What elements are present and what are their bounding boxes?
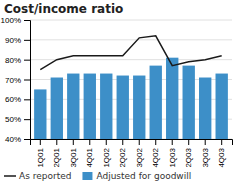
- tick-label: 90%: [5, 36, 21, 45]
- bar: [166, 58, 178, 139]
- legend-item: As reported: [4, 171, 71, 181]
- tick-label: 4Q03: [217, 147, 226, 167]
- tick-mark: [24, 60, 30, 61]
- tick: 3Q03: [201, 139, 210, 168]
- tick: 3Q02: [135, 139, 144, 168]
- tick-label: 2Q02: [118, 147, 127, 167]
- tick-label: 70%: [5, 76, 21, 85]
- tick: 4Q03: [217, 139, 226, 168]
- axis-line: [24, 21, 31, 140]
- bar: [183, 66, 195, 139]
- tick: 60%: [5, 95, 30, 104]
- legend: As reported Adjusted for goodwill: [4, 171, 191, 181]
- tick-label: 3Q02: [135, 147, 144, 167]
- tick-mark: [205, 139, 206, 145]
- tick: 4Q01: [85, 139, 94, 168]
- tick: 70%: [5, 76, 30, 85]
- tick-mark: [24, 139, 30, 140]
- tick-mark: [139, 139, 140, 145]
- tick-label: 2Q01: [52, 147, 61, 167]
- tick-mark: [24, 119, 30, 120]
- tick-label: 1Q02: [102, 147, 111, 167]
- bar: [51, 78, 63, 139]
- bar: [117, 76, 129, 139]
- title: Cost/income ratio: [4, 2, 123, 16]
- tick-label: 3Q03: [201, 147, 210, 167]
- marks: [34, 36, 228, 139]
- line: [40, 36, 221, 70]
- legend-item: Adjusted for goodwill: [82, 171, 191, 181]
- tick-mark: [188, 139, 189, 145]
- tick-mark: [24, 80, 30, 81]
- tick-mark: [24, 20, 30, 21]
- plot: 40%50%60%70%80%90%100%1Q012Q013Q014Q011Q…: [1, 16, 233, 168]
- tick-label: 2Q03: [184, 147, 193, 167]
- tick: 1Q01: [36, 139, 45, 168]
- tick: 2Q02: [118, 139, 127, 168]
- x-axis: 1Q01 2Q01 3Q01 4Q01 1Q02 2Q02 3Q02 4Q02 1Q03 2Q03…: [31, 139, 233, 168]
- bar-series: [34, 58, 228, 139]
- tick: 80%: [5, 56, 30, 65]
- tick: 50%: [5, 115, 30, 124]
- tick: 1Q03: [168, 139, 177, 168]
- tick-label: 1Q01: [36, 147, 45, 167]
- bar: [133, 76, 145, 139]
- tick-label: 50%: [5, 115, 21, 124]
- y-axis: 40% 50% 60% 70% 80% 90% 100%: [1, 16, 31, 144]
- grid: [30, 20, 232, 139]
- tick-mark: [24, 40, 30, 41]
- axis-line: [31, 140, 233, 146]
- bar: [100, 74, 112, 139]
- bar: [150, 66, 162, 139]
- tick: 40%: [5, 135, 30, 144]
- legend-swatch: [82, 172, 92, 180]
- tick-label: 4Q01: [85, 147, 94, 167]
- tick-label: 80%: [5, 56, 21, 65]
- bar: [67, 74, 79, 139]
- tick-mark: [122, 139, 123, 145]
- grid-line: [30, 20, 232, 21]
- bar: [216, 74, 228, 139]
- tick-label: 3Q01: [69, 147, 78, 167]
- grid-line: [30, 39, 232, 40]
- legend-swatch: [4, 175, 16, 177]
- bar: [34, 89, 46, 139]
- tick: 3Q01: [69, 139, 78, 168]
- tick-mark: [106, 139, 107, 145]
- bar: [199, 78, 211, 139]
- tick: 4Q02: [151, 139, 160, 168]
- tick-mark: [155, 139, 156, 145]
- legend-label: As reported: [19, 171, 71, 181]
- tick-mark: [73, 139, 74, 145]
- tick-mark: [40, 139, 41, 145]
- tick-label: 4Q02: [151, 147, 160, 167]
- bar: [84, 74, 96, 139]
- tick-mark: [89, 139, 90, 145]
- legend-label: Adjusted for goodwill: [96, 171, 191, 181]
- tick: 100%: [1, 16, 30, 25]
- tick-mark: [221, 139, 222, 145]
- chart: Cost/income ratio 40% 50% 60% 70% 80% 90% 100% 1…: [0, 0, 240, 183]
- tick: 2Q03: [184, 139, 193, 168]
- tick-mark: [56, 139, 57, 145]
- tick-label: 40%: [5, 135, 21, 144]
- tick-mark: [172, 139, 173, 145]
- tick-label: 60%: [5, 95, 21, 104]
- tick-label: 100%: [1, 16, 21, 25]
- tick: 2Q01: [52, 139, 61, 168]
- tick-mark: [24, 99, 30, 100]
- tick: 1Q02: [102, 139, 111, 168]
- tick: 90%: [5, 36, 30, 45]
- tick-label: 1Q03: [168, 147, 177, 167]
